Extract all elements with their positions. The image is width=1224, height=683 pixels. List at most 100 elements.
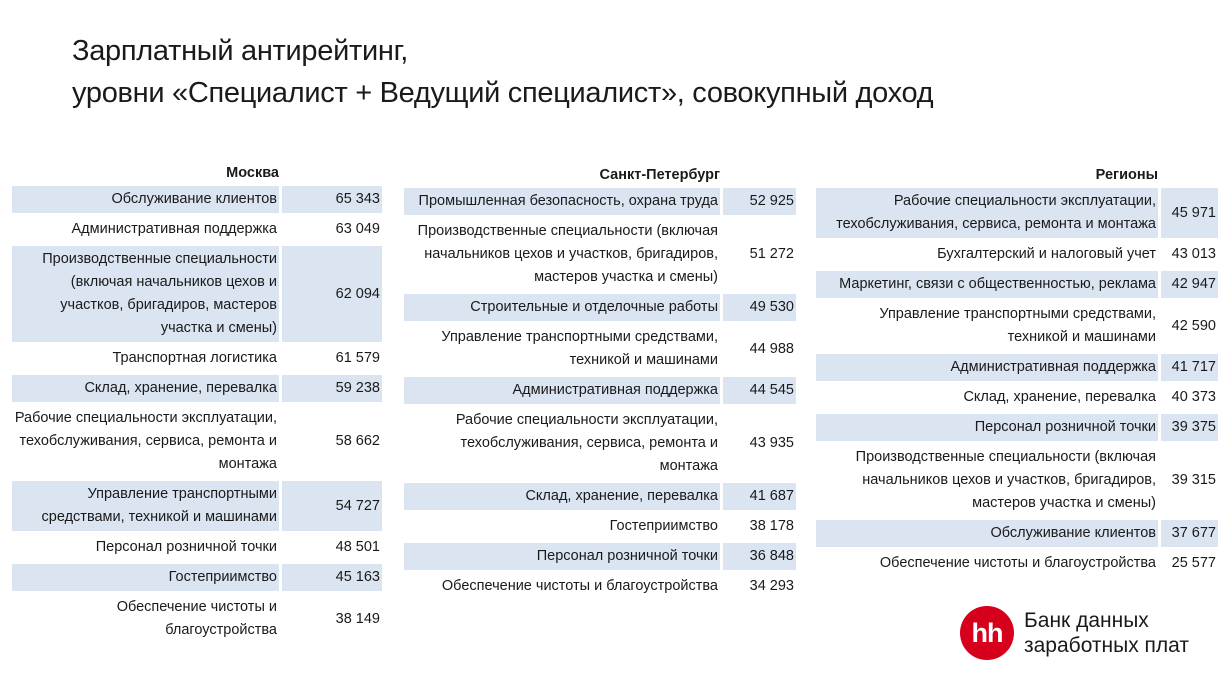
row-label: Рабочие специальности эксплуатации, техо… — [14, 410, 277, 472]
row-label: Склад, хранение, перевалка — [404, 483, 720, 510]
row-value: 62 094 — [282, 246, 382, 342]
row-value: 49 530 — [723, 294, 796, 321]
row-label: Рабочие специальности эксплуатации, техо… — [816, 188, 1158, 238]
table-row: Административная поддержка 41 717 — [816, 354, 1218, 381]
table-moscow: Москва Обслуживание клиентов 65 343 Админис… — [12, 162, 382, 647]
logo-text-line-1: Банк данных — [1024, 609, 1149, 632]
row-label: Склад, хранение, перевалка — [963, 389, 1156, 405]
row-value: 65 343 — [282, 186, 382, 213]
row-value: 61 579 — [335, 350, 380, 366]
row-label: Промышленная безопасность, охрана труда — [404, 188, 720, 215]
row-label: Бухгалтерский и налоговый учет — [937, 246, 1156, 262]
table-row: Производственные специальности (включая … — [404, 218, 796, 291]
title-line-1: Зарплатный антирейтинг, — [72, 35, 409, 67]
row-value: 42 947 — [1161, 271, 1218, 298]
row-label: Управление транспортными средствами, тех… — [879, 306, 1156, 345]
row-value: 59 238 — [282, 375, 382, 402]
logo-text-line-2: заработных плат — [1024, 634, 1190, 657]
row-value: 39 315 — [1171, 472, 1216, 488]
table-row: Обеспечение чистоты и благоустройства 38 … — [12, 594, 382, 644]
table-row: Административная поддержка 44 545 — [404, 377, 796, 404]
table-row: Промышленная безопасность, охрана труда 5… — [404, 188, 796, 215]
table-row: Персонал розничной точки 39 375 — [816, 414, 1218, 441]
row-value: 63 049 — [335, 221, 380, 237]
row-value: 25 577 — [1171, 555, 1216, 571]
row-value: 58 662 — [335, 433, 380, 449]
hh-logo-icon: hh — [960, 606, 1014, 660]
row-value: 42 590 — [1171, 317, 1216, 334]
table-row: Производственные специальности (включая … — [816, 444, 1218, 517]
row-label: Персонал розничной точки — [95, 539, 277, 555]
logo-text: Банк данных заработных плат — [1024, 608, 1189, 658]
table-row: Рабочие специальности эксплуатации, техо… — [816, 188, 1218, 238]
table-row: Гостеприимство 45 163 — [12, 564, 382, 591]
table-row: Управление транспортными средствами, тех… — [404, 324, 796, 374]
table-header: Санкт-Петербург — [599, 167, 720, 183]
row-label: Управление транспортными средствами, тех… — [12, 481, 279, 531]
row-label: Производственные специальности (включая … — [855, 449, 1156, 511]
row-value: 37 677 — [1161, 520, 1218, 547]
table-row: Управление транспортными средствами, тех… — [816, 301, 1218, 351]
row-label: Управление транспортными средствами, тех… — [441, 329, 718, 368]
row-label: Обеспечение чистоты и благоустройства — [879, 555, 1156, 571]
row-label: Административная поддержка — [816, 354, 1158, 381]
row-label: Обеспечение чистоты и благоустройства — [441, 578, 718, 594]
table-row: Склад, хранение, перевалка 41 687 — [404, 483, 796, 510]
row-value: 45 163 — [282, 564, 382, 591]
table-row: Рабочие специальности эксплуатации, техо… — [12, 405, 382, 478]
row-value: 45 971 — [1161, 188, 1218, 238]
chart-title: Зарплатный антирейтинг, уровни «Специали… — [72, 30, 1172, 114]
table-row: Маркетинг, связи с общественностью, рекл… — [816, 271, 1218, 298]
row-label: Склад, хранение, перевалка — [12, 375, 279, 402]
row-label: Персонал розничной точки — [816, 414, 1158, 441]
table-row: Гостеприимство 38 178 — [404, 513, 796, 540]
row-value: 52 925 — [723, 188, 796, 215]
row-value: 40 373 — [1171, 389, 1216, 405]
row-value: 38 178 — [749, 518, 794, 534]
row-label: Персонал розничной точки — [404, 543, 720, 570]
table-row: Производственные специальности (включая … — [12, 246, 382, 342]
row-value: 41 687 — [723, 483, 796, 510]
row-value: 54 727 — [282, 481, 382, 531]
table-row: Бухгалтерский и налоговый учет 43 013 — [816, 241, 1218, 268]
row-value: 43 935 — [749, 435, 794, 451]
row-label: Обслуживание клиентов — [12, 186, 279, 213]
row-label: Производственные специальности (включая … — [12, 246, 279, 342]
row-label: Маркетинг, связи с общественностью, рекл… — [816, 271, 1158, 298]
table-row: Склад, хранение, перевалка 59 238 — [12, 375, 382, 402]
row-label: Гостеприимство — [12, 564, 279, 591]
row-label: Обслуживание клиентов — [816, 520, 1158, 547]
row-label: Обеспечение чистоты и благоустройства — [116, 599, 277, 638]
table-saint-petersburg: Санкт-Петербург Промышленная безопасность… — [404, 164, 796, 603]
table-header: Регионы — [1095, 167, 1158, 183]
row-label: Строительные и отделочные работы — [404, 294, 720, 321]
table-row: Обслуживание клиентов 37 677 — [816, 520, 1218, 547]
table-row: Рабочие специальности эксплуатации, техо… — [404, 407, 796, 480]
table-row: Административная поддержка 63 049 — [12, 216, 382, 243]
table-row: Управление транспортными средствами, тех… — [12, 481, 382, 531]
table-header: Москва — [226, 165, 279, 181]
row-value: 38 149 — [335, 610, 380, 627]
row-label: Административная поддержка — [71, 221, 277, 237]
table-row: Склад, хранение, перевалка 40 373 — [816, 384, 1218, 411]
table-row: Строительные и отделочные работы 49 530 — [404, 294, 796, 321]
hh-logo: hh Банк данных заработных плат — [960, 606, 1189, 660]
row-label: Рабочие специальности эксплуатации, техо… — [455, 412, 718, 474]
row-value: 44 545 — [723, 377, 796, 404]
row-value: 43 013 — [1171, 246, 1216, 262]
table-row: Персонал розничной точки 36 848 — [404, 543, 796, 570]
row-value: 48 501 — [335, 539, 380, 555]
row-value: 51 272 — [749, 246, 794, 262]
table-regions: Регионы Рабочие специальности эксплуатаци… — [816, 164, 1218, 580]
table-row: Транспортная логистика 61 579 — [12, 345, 382, 372]
row-label: Гостеприимство — [609, 518, 718, 534]
table-row: Персонал розничной точки 48 501 — [12, 534, 382, 561]
title-line-2: уровни «Специалист + Ведущий специалист»… — [72, 77, 934, 109]
row-label: Административная поддержка — [404, 377, 720, 404]
table-row: Обслуживание клиентов 65 343 — [12, 186, 382, 213]
row-label: Производственные специальности (включая … — [417, 223, 718, 285]
row-value: 44 988 — [749, 340, 794, 357]
row-label: Транспортная логистика — [112, 350, 277, 366]
row-value: 34 293 — [749, 578, 794, 594]
table-row: Обеспечение чистоты и благоустройства 25 … — [816, 550, 1218, 577]
